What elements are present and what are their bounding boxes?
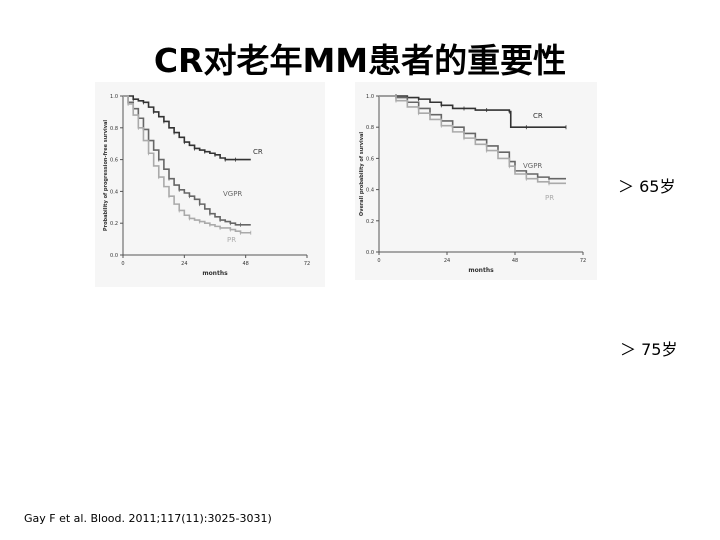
os-label-cr: CR	[533, 112, 543, 120]
age-label-over-75: ＞ 75岁	[620, 340, 678, 359]
pfs-chart-panel: 0.0 0.2 0.4 0.6 0.8 1.0 0 24 48 72 months Probabili…	[95, 82, 325, 287]
pfs-ytick-label: 0.0	[110, 253, 118, 259]
os-chart: 0.0 0.2 0.4 0.6 0.8 1.0 0 24 48 72 months Overall p…	[359, 94, 586, 274]
slide-title: CR对老年MM患者的重要性	[153, 41, 567, 80]
pfs-xlabel: months	[202, 270, 228, 277]
pfs-xtick-label: 24	[181, 261, 187, 267]
os-ytick-label: 0.4	[366, 188, 374, 194]
citation: Gay F et al. Blood. 2011;117(11):3025-30…	[24, 512, 272, 525]
pfs-xtick-label: 72	[304, 261, 310, 267]
pfs-xtick-label: 48	[242, 261, 248, 267]
os-xtick-label: 24	[444, 258, 450, 264]
pfs-ytick-label: 0.8	[110, 126, 118, 132]
os-chart-panel: 0.0 0.2 0.4 0.6 0.8 1.0 0 24 48 72 months Overall p…	[355, 82, 597, 280]
os-ylabel: Overall probability of survival	[359, 132, 365, 216]
pfs-series-cr	[123, 95, 251, 161]
pfs-label-cr: CR	[253, 148, 263, 156]
os-xtick-label: 72	[580, 258, 586, 264]
pfs-chart: 0.0 0.2 0.4 0.6 0.8 1.0 0 24 48 72 months Probabili…	[103, 94, 310, 277]
os-label-vgpr: VGPR	[523, 162, 542, 170]
pfs-xtick-label: 0	[121, 261, 124, 267]
os-xtick-label: 48	[512, 258, 518, 264]
os-xtick-label: 0	[377, 258, 380, 264]
pfs-ytick-label: 0.4	[110, 189, 118, 195]
pfs-ytick-label: 0.2	[110, 221, 118, 227]
pfs-series-pr	[123, 95, 251, 234]
os-ytick-label: 0.0	[366, 250, 374, 256]
os-series-cr	[379, 95, 566, 128]
os-ytick-label: 0.2	[366, 219, 374, 225]
pfs-label-vgpr: VGPR	[223, 190, 242, 198]
pfs-series-vgpr	[123, 95, 251, 226]
pfs-ytick-label: 1.0	[110, 94, 118, 100]
os-ytick-label: 0.6	[366, 156, 374, 162]
os-ytick-label: 0.8	[366, 125, 374, 131]
os-label-pr: PR	[545, 194, 554, 202]
os-ytick-label: 1.0	[366, 94, 374, 100]
pfs-ylabel: Probability of progression-free survival	[103, 120, 109, 231]
age-label-over-65: ＞ 65岁	[618, 177, 676, 196]
pfs-ytick-label: 0.6	[110, 158, 118, 164]
os-xlabel: months	[468, 267, 494, 274]
pfs-label-pr: PR	[227, 236, 236, 244]
